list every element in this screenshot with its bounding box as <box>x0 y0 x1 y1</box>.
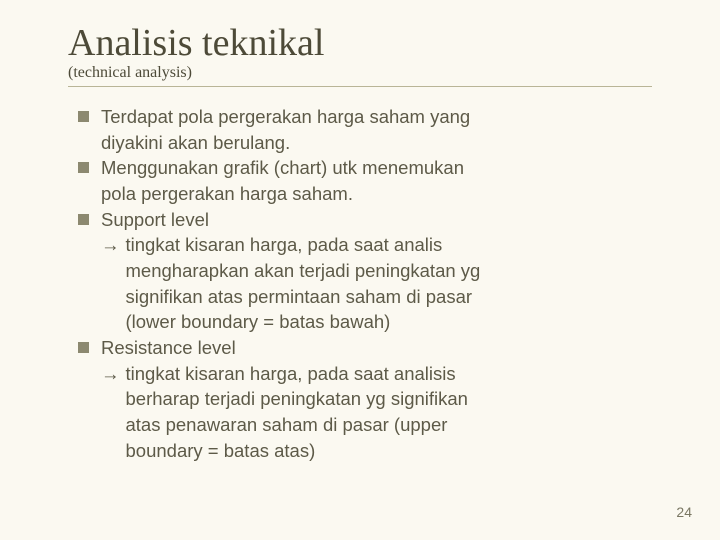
title-underline <box>68 86 652 87</box>
sub-bullet-text: tingkat kisaran harga, pada saat analisi… <box>126 362 643 386</box>
sub-bullet-text: boundary = batas atas) <box>126 439 643 463</box>
bullet-text: Support level <box>101 208 642 232</box>
sub-bullet-continuation: → mengharapkan akan terjadi peningkatan … <box>101 259 642 283</box>
sub-bullet-text: (lower boundary = batas bawah) <box>126 310 643 334</box>
sub-bullet-text: mengharapkan akan terjadi peningkatan yg <box>126 259 643 283</box>
sub-bullet-item: → tingkat kisaran harga, pada saat anali… <box>101 362 642 386</box>
bullet-text: Terdapat pola pergerakan harga saham yan… <box>101 105 642 129</box>
bullet-text-continuation: pola pergerakan harga saham. <box>101 182 642 206</box>
sub-bullet-continuation: → boundary = batas atas) <box>101 439 642 463</box>
bullet-item: Support level <box>78 208 642 232</box>
bullet-list: Terdapat pola pergerakan harga saham yan… <box>78 105 652 462</box>
bullet-item: Menggunakan grafik (chart) utk menemukan <box>78 156 642 180</box>
square-bullet-icon <box>78 214 89 225</box>
page-number: 24 <box>676 504 692 520</box>
bullet-text: Resistance level <box>101 336 642 360</box>
sub-bullet-item: → tingkat kisaran harga, pada saat anali… <box>101 233 642 257</box>
bullet-item: Terdapat pola pergerakan harga saham yan… <box>78 105 642 129</box>
bullet-item: Resistance level <box>78 336 642 360</box>
slide: Analisis teknikal (technical analysis) T… <box>0 0 720 540</box>
sub-bullet-continuation: → signifikan atas permintaan saham di pa… <box>101 285 642 309</box>
sub-bullet-continuation: → berharap terjadi peningkatan yg signif… <box>101 387 642 411</box>
square-bullet-icon <box>78 342 89 353</box>
slide-subtitle: (technical analysis) <box>68 64 652 82</box>
bullet-text: Menggunakan grafik (chart) utk menemukan <box>101 156 642 180</box>
arrow-right-icon: → <box>101 362 120 386</box>
sub-bullet-text: signifikan atas permintaan saham di pasa… <box>126 285 643 309</box>
sub-bullet-text: tingkat kisaran harga, pada saat analis <box>126 233 643 257</box>
arrow-right-icon: → <box>101 233 120 257</box>
sub-bullet-text: atas penawaran saham di pasar (upper <box>126 413 643 437</box>
sub-bullet-continuation: → atas penawaran saham di pasar (upper <box>101 413 642 437</box>
square-bullet-icon <box>78 111 89 122</box>
slide-title: Analisis teknikal <box>68 24 652 64</box>
sub-bullet-text: berharap terjadi peningkatan yg signifik… <box>126 387 643 411</box>
square-bullet-icon <box>78 162 89 173</box>
sub-bullet-continuation: → (lower boundary = batas bawah) <box>101 310 642 334</box>
bullet-text-continuation: diyakini akan berulang. <box>101 131 642 155</box>
